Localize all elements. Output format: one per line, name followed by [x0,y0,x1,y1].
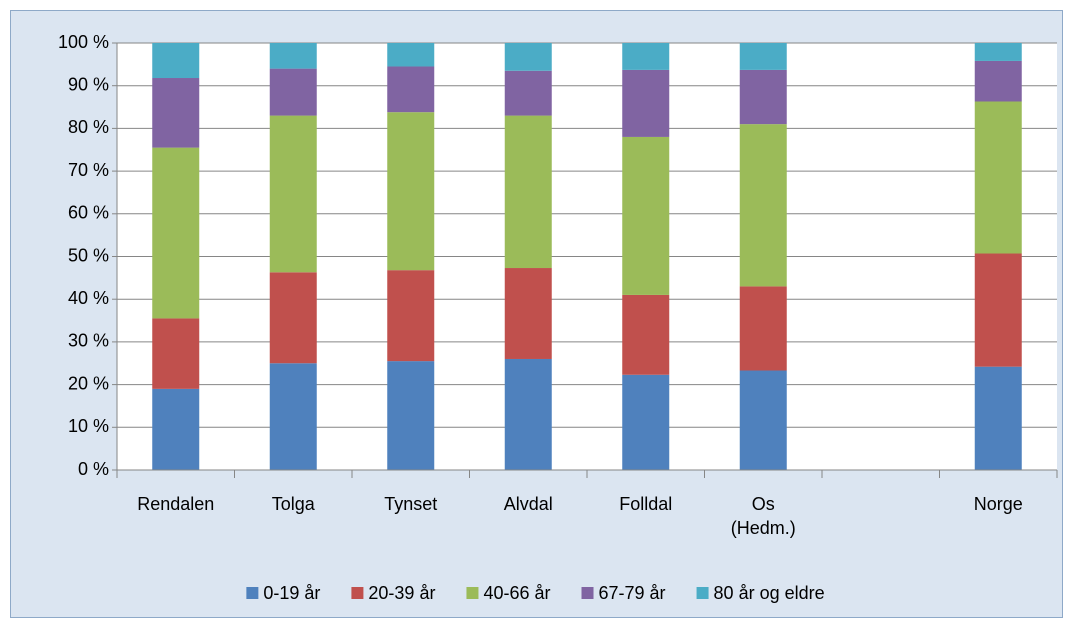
bar-segment [622,69,670,137]
x-tick-label: Rendalen [137,494,215,514]
bar-segment [622,374,670,470]
bar-segment [974,43,1022,61]
bar-segment [974,253,1022,367]
y-tick-label: 70 % [68,160,109,180]
x-tick-label: Alvdal [503,494,553,514]
legend-swatch [351,587,364,599]
bar-segment [504,115,552,269]
bar-segment [269,43,317,69]
bar-segment [739,370,787,470]
bar-segment [387,361,435,470]
bar-segment [269,272,317,364]
y-tick-label: 40 % [68,288,109,308]
x-tick-label: Norge [973,494,1023,514]
bar-segment [269,68,317,116]
bar-segment [974,101,1022,254]
bar-segment [622,43,670,70]
legend-label: 0-19 år [263,583,320,603]
y-tick-label: 90 % [68,74,109,94]
bar-segment [152,318,200,389]
y-tick-label: 50 % [68,245,109,265]
x-tick-label: Tynset [384,494,438,514]
bar-segment [387,270,435,362]
x-tick-label: Os (Hedm.) [730,494,796,538]
legend-label: 20-39 år [368,583,435,603]
legend-label: 40-66 år [483,583,550,603]
legend-swatch [466,587,479,599]
bar-segment [152,78,200,148]
bar-segment [387,43,435,67]
bar-segment [974,60,1022,102]
y-tick-label: 60 % [68,203,109,223]
bar-segment [152,43,200,79]
bar-segment [504,358,552,470]
y-tick-label: 30 % [68,331,109,351]
bar-segment [504,43,552,71]
legend-label: 67-79 år [599,583,666,603]
legend-swatch [696,587,709,599]
bar-segment [387,112,435,271]
bar-segment [739,286,787,371]
bar-segment [152,388,200,470]
x-tick-label: Tolga [271,494,315,514]
legend-swatch [246,587,259,599]
legend-swatch [581,587,594,599]
bar-segment [269,115,317,273]
bar-segment [739,43,787,70]
bar-segment [152,147,200,319]
bar-segment [739,69,787,125]
legend-label: 80 år og eldre [714,583,825,603]
bar-segment [387,66,435,113]
bar-segment [622,294,670,375]
bar-segment [622,136,670,295]
bar-segment [269,363,317,470]
bar-segment [974,366,1022,470]
y-tick-label: 20 % [68,373,109,393]
bar-segment [504,268,552,359]
bar-segment [739,124,787,287]
y-tick-label: 0 % [78,459,109,479]
y-tick-label: 80 % [68,117,109,137]
bar-segment [504,70,552,116]
y-tick-label: 100 % [58,32,109,52]
x-tick-label: Folldal [619,494,673,514]
y-tick-label: 10 % [68,416,109,436]
